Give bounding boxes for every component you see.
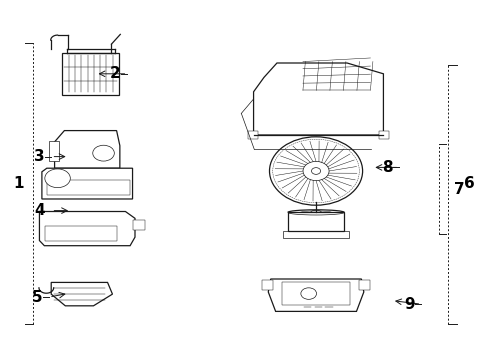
Text: 8: 8 bbox=[382, 160, 392, 175]
Text: 7: 7 bbox=[454, 181, 465, 197]
Circle shape bbox=[303, 161, 329, 181]
Bar bbox=[49, 141, 59, 161]
Text: 9: 9 bbox=[404, 297, 415, 312]
Text: 3: 3 bbox=[34, 149, 45, 164]
Bar bbox=[360, 280, 370, 290]
Bar bbox=[262, 280, 273, 290]
Polygon shape bbox=[283, 231, 349, 238]
Polygon shape bbox=[51, 282, 113, 306]
Circle shape bbox=[45, 169, 71, 188]
Text: 1: 1 bbox=[13, 176, 24, 191]
Circle shape bbox=[312, 168, 320, 174]
Bar bbox=[282, 282, 350, 305]
Polygon shape bbox=[54, 131, 120, 168]
Polygon shape bbox=[254, 63, 383, 135]
Bar bbox=[47, 180, 130, 195]
Polygon shape bbox=[269, 279, 364, 311]
Bar bbox=[288, 212, 344, 231]
Text: 5: 5 bbox=[31, 289, 42, 305]
Polygon shape bbox=[42, 168, 132, 199]
Circle shape bbox=[93, 145, 114, 161]
Circle shape bbox=[270, 137, 363, 205]
Text: 2: 2 bbox=[110, 66, 121, 81]
Bar bbox=[45, 226, 117, 241]
Circle shape bbox=[301, 288, 317, 300]
Bar bbox=[248, 131, 259, 139]
Polygon shape bbox=[39, 211, 135, 246]
Bar bbox=[132, 220, 145, 230]
Bar bbox=[63, 53, 119, 94]
Bar bbox=[378, 131, 389, 139]
Text: 6: 6 bbox=[464, 176, 475, 191]
Text: 4: 4 bbox=[34, 203, 45, 218]
